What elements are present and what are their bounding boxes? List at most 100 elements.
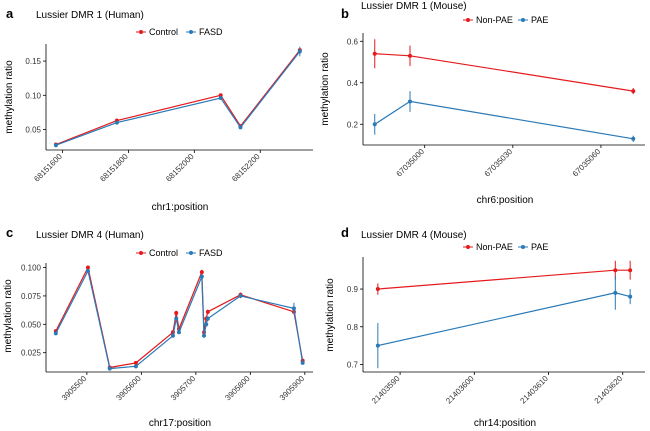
x-tick-label: 3905600 bbox=[114, 374, 143, 403]
y-tick-label: 0.15 bbox=[25, 57, 41, 66]
legend-label-fasd: FASD bbox=[199, 248, 223, 258]
data-point-fasd bbox=[176, 330, 181, 335]
x-tick-label: 67035030 bbox=[483, 147, 515, 179]
x-tick-label: 68151800 bbox=[98, 152, 130, 184]
panel-title: Lussier DMR 1 (Mouse) bbox=[361, 1, 467, 12]
legend-swatch-pae-point bbox=[521, 18, 525, 22]
panel-title: Lussier DMR 4 (Human) bbox=[36, 230, 144, 241]
data-point-fasd bbox=[133, 364, 138, 369]
x-tick-label: 67035060 bbox=[571, 147, 603, 179]
data-point-fasd bbox=[297, 49, 302, 54]
panel-letter: d bbox=[341, 225, 349, 240]
data-point-fasd bbox=[114, 120, 119, 125]
series-line-control bbox=[55, 49, 301, 146]
y-tick-label: 0.050 bbox=[21, 320, 42, 329]
data-point-fasd bbox=[291, 306, 296, 311]
data-point-fasd bbox=[205, 316, 210, 321]
data-point-fasd bbox=[204, 322, 209, 327]
x-axis-title: chr1:position bbox=[152, 202, 209, 213]
y-tick-label: 0.8 bbox=[347, 323, 359, 332]
x-axis-title: chr17:position bbox=[149, 418, 211, 429]
data-point-fasd bbox=[53, 143, 58, 148]
legend-label-control: Control bbox=[149, 248, 178, 258]
legend: Non-PAE PAE bbox=[463, 15, 548, 25]
data-point-fasd bbox=[170, 333, 175, 338]
data-point-fasd bbox=[53, 331, 58, 336]
data-point-pae bbox=[375, 343, 380, 348]
legend-swatch-control-point bbox=[139, 251, 143, 255]
data-point-non-pae bbox=[375, 287, 380, 292]
data-point-pae bbox=[628, 294, 633, 299]
legend: Control FASD bbox=[136, 27, 223, 37]
x-tick-label: 68152000 bbox=[164, 152, 196, 184]
panel-c: c Lussier DMR 4 (Human) Control FASD 0.0… bbox=[3, 225, 313, 429]
legend: Control FASD bbox=[136, 248, 223, 258]
data-point-non-pae bbox=[631, 89, 636, 94]
data-point-fasd bbox=[174, 316, 179, 321]
panel-a: a Lussier DMR 1 (Human) Control FASD 0.0… bbox=[4, 6, 313, 213]
series-line-pae bbox=[374, 100, 634, 140]
y-tick-label: 0.9 bbox=[347, 285, 359, 294]
data-point-fasd bbox=[107, 366, 112, 371]
panel-letter: c bbox=[6, 225, 13, 240]
legend-swatch-control-point bbox=[139, 30, 143, 34]
legend-swatch-pae-point bbox=[521, 245, 525, 249]
data-point-pae bbox=[631, 136, 636, 141]
data-point-control bbox=[133, 360, 138, 365]
series-line-fasd bbox=[55, 51, 301, 146]
plot-marks bbox=[372, 39, 636, 142]
y-ticks: 0.2 0.4 0.6 bbox=[347, 37, 363, 129]
data-point-fasd bbox=[85, 268, 90, 273]
panel-title: Lussier DMR 1 (Human) bbox=[36, 10, 144, 21]
series-line-fasd bbox=[55, 269, 304, 370]
panel-d: d Lussier DMR 4 (Mouse) Non-PAE PAE 0.70… bbox=[325, 225, 645, 429]
y-tick-label: 0.10 bbox=[25, 91, 41, 100]
x-tick-label: 21403590 bbox=[370, 374, 402, 406]
panel-b: b Lussier DMR 1 (Mouse) Non-PAE PAE 0.20… bbox=[320, 1, 645, 206]
plot-marks bbox=[53, 265, 305, 371]
y-ticks: 0.7 0.8 0.9 bbox=[347, 285, 363, 369]
series-line-control bbox=[55, 265, 304, 369]
plot-marks bbox=[53, 46, 302, 148]
legend-label-control: Control bbox=[149, 27, 178, 37]
legend: Non-PAE PAE bbox=[463, 242, 548, 252]
x-tick-label: 67035000 bbox=[395, 147, 427, 179]
x-tick-label: 21403600 bbox=[444, 374, 476, 406]
x-ticks: 3905500 3905600 3905700 3905800 3905900 bbox=[60, 372, 307, 402]
data-point-fasd bbox=[202, 333, 207, 338]
x-axis-title: chr6:position bbox=[477, 195, 534, 206]
data-point-pae bbox=[613, 290, 618, 295]
data-point-non-pae bbox=[408, 53, 412, 58]
panel-title: Lussier DMR 4 (Mouse) bbox=[361, 230, 467, 241]
data-point-control bbox=[199, 270, 204, 275]
data-point-non-pae bbox=[372, 51, 377, 56]
y-tick-label: 0.075 bbox=[21, 292, 42, 301]
y-ticks: 0.05 0.10 0.15 bbox=[25, 57, 46, 134]
x-tick-label: 3905800 bbox=[223, 374, 252, 403]
legend-swatch-fasd-point bbox=[189, 30, 193, 34]
x-tick-label: 3905900 bbox=[278, 374, 307, 403]
y-tick-label: 0.6 bbox=[347, 37, 359, 46]
legend-label-pae: PAE bbox=[531, 242, 548, 252]
data-point-control bbox=[85, 265, 90, 270]
legend-label-non-pae: Non-PAE bbox=[476, 15, 513, 25]
y-tick-label: 0.7 bbox=[347, 360, 359, 369]
data-point-fasd bbox=[300, 360, 305, 365]
series-line-non-pae bbox=[374, 53, 634, 92]
y-tick-label: 0.05 bbox=[25, 125, 41, 134]
legend-label-fasd: FASD bbox=[199, 27, 223, 37]
x-tick-label: 21403620 bbox=[593, 374, 625, 406]
y-axis-title: methylation ratio bbox=[4, 60, 15, 134]
legend-swatch-non-pae-point bbox=[466, 18, 470, 22]
data-point-pae bbox=[408, 99, 412, 104]
x-ticks: 67035000 67035030 67035060 bbox=[395, 145, 603, 179]
data-point-control bbox=[218, 93, 223, 98]
data-point-fasd bbox=[238, 293, 243, 298]
series-line-non-pae bbox=[377, 269, 631, 290]
x-axis-title: chr14:position bbox=[474, 418, 536, 429]
y-tick-label: 0.4 bbox=[347, 79, 359, 88]
data-point-control bbox=[174, 310, 179, 315]
x-tick-label: 3905500 bbox=[60, 374, 89, 403]
panel-letter: a bbox=[6, 6, 14, 21]
